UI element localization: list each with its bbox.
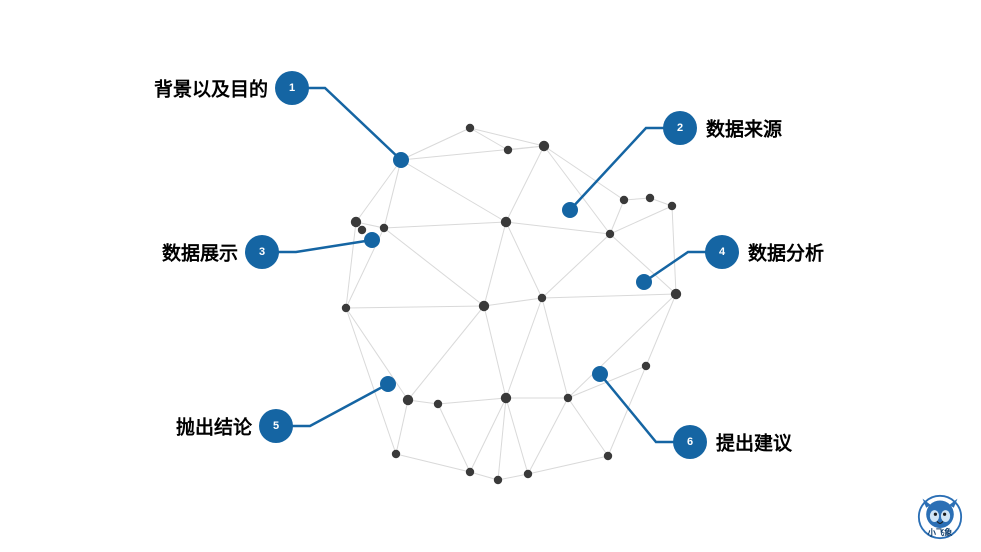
network-edge	[346, 308, 408, 400]
network-edge	[568, 294, 676, 398]
network-edge	[506, 222, 610, 234]
network-edge	[438, 398, 506, 404]
network-edge	[672, 206, 676, 294]
network-node	[466, 124, 474, 132]
network-edge	[506, 146, 544, 222]
network-edge	[470, 472, 498, 480]
number-badge: 3	[245, 235, 279, 269]
callout-anchor-dot	[393, 152, 409, 168]
network-node	[501, 393, 511, 403]
network-node	[524, 470, 532, 478]
number-badge: 1	[275, 71, 309, 105]
network-node	[538, 294, 546, 302]
network-edge	[401, 160, 506, 222]
number-badge: 2	[663, 111, 697, 145]
callout-anchor-dot	[592, 366, 608, 382]
network-edge	[408, 306, 484, 400]
network-node	[668, 202, 676, 210]
network-node	[392, 450, 400, 458]
network-edge	[542, 298, 568, 398]
network-edge	[528, 398, 568, 474]
network-node	[501, 217, 511, 227]
callout-anchor-dot	[364, 232, 380, 248]
network-node	[358, 226, 366, 234]
network-node	[494, 476, 502, 484]
number-badge: 4	[705, 235, 739, 269]
network-node	[671, 289, 681, 299]
network-edge	[484, 298, 542, 306]
network-edges	[346, 128, 676, 480]
callout-connector	[292, 88, 401, 160]
network-node	[504, 146, 512, 154]
network-edge	[401, 146, 544, 160]
number-badge-text: 6	[687, 436, 693, 448]
network-edge	[346, 222, 356, 308]
network-edge	[470, 128, 508, 150]
network-node	[403, 395, 413, 405]
network-edge	[346, 306, 484, 308]
item-label: 抛出结论	[176, 413, 252, 440]
item-label: 提出建议	[716, 429, 792, 456]
callout-connector	[276, 384, 388, 426]
network-node	[434, 400, 442, 408]
network-edge	[506, 298, 542, 398]
network-edge	[401, 128, 470, 160]
network-edge	[396, 454, 470, 472]
network-edge	[484, 222, 506, 306]
network-nodes	[342, 124, 681, 484]
network-edge	[384, 228, 484, 306]
number-badge-text: 3	[259, 246, 265, 258]
network-edge	[506, 222, 542, 298]
network-edge	[506, 398, 528, 474]
number-badge-text: 4	[719, 246, 726, 258]
network-node	[479, 301, 489, 311]
network-edge	[356, 160, 401, 222]
network-edge	[470, 128, 544, 146]
number-badge-text: 2	[677, 122, 683, 134]
network-edge	[498, 474, 528, 480]
network-edge	[384, 222, 506, 228]
number-badge: 5	[259, 409, 293, 443]
item-label: 数据展示	[162, 239, 238, 266]
callouts: 1 2 3 4 5 6	[245, 71, 739, 459]
number-badge-text: 5	[273, 420, 279, 432]
callout-anchor-dot	[562, 202, 578, 218]
network-node	[564, 394, 572, 402]
callout-anchor-dot	[636, 274, 652, 290]
network-node	[351, 217, 361, 227]
network-node	[646, 194, 654, 202]
network-node	[539, 141, 549, 151]
network-node	[642, 362, 650, 370]
item-label: 背景以及目的	[154, 75, 268, 102]
network-node	[342, 304, 350, 312]
network-edge	[542, 234, 610, 298]
brand-logo: 小飞象	[917, 494, 963, 540]
network-node	[466, 468, 474, 476]
diagram-canvas: 1 2 3 4 5 6	[0, 0, 981, 552]
network-edge	[438, 404, 470, 472]
network-node	[620, 196, 628, 204]
network-node	[606, 230, 614, 238]
number-badge-text: 1	[289, 82, 295, 94]
network-edge	[542, 294, 676, 298]
network-node	[604, 452, 612, 460]
network-edge	[568, 398, 608, 456]
network-edge	[396, 400, 408, 454]
item-label: 数据分析	[748, 239, 824, 266]
logo-text: 小飞象	[927, 527, 954, 537]
item-label: 数据来源	[706, 115, 782, 142]
network-edge	[498, 398, 506, 480]
network-edge	[544, 146, 624, 200]
callout-anchor-dot	[380, 376, 396, 392]
number-badge: 6	[673, 425, 707, 459]
network-edge	[528, 456, 608, 474]
network-node	[380, 224, 388, 232]
network-edge	[646, 294, 676, 366]
network-edge	[470, 398, 506, 472]
network-edge	[544, 146, 610, 234]
network-edge	[484, 306, 506, 398]
network-edge	[384, 160, 401, 228]
